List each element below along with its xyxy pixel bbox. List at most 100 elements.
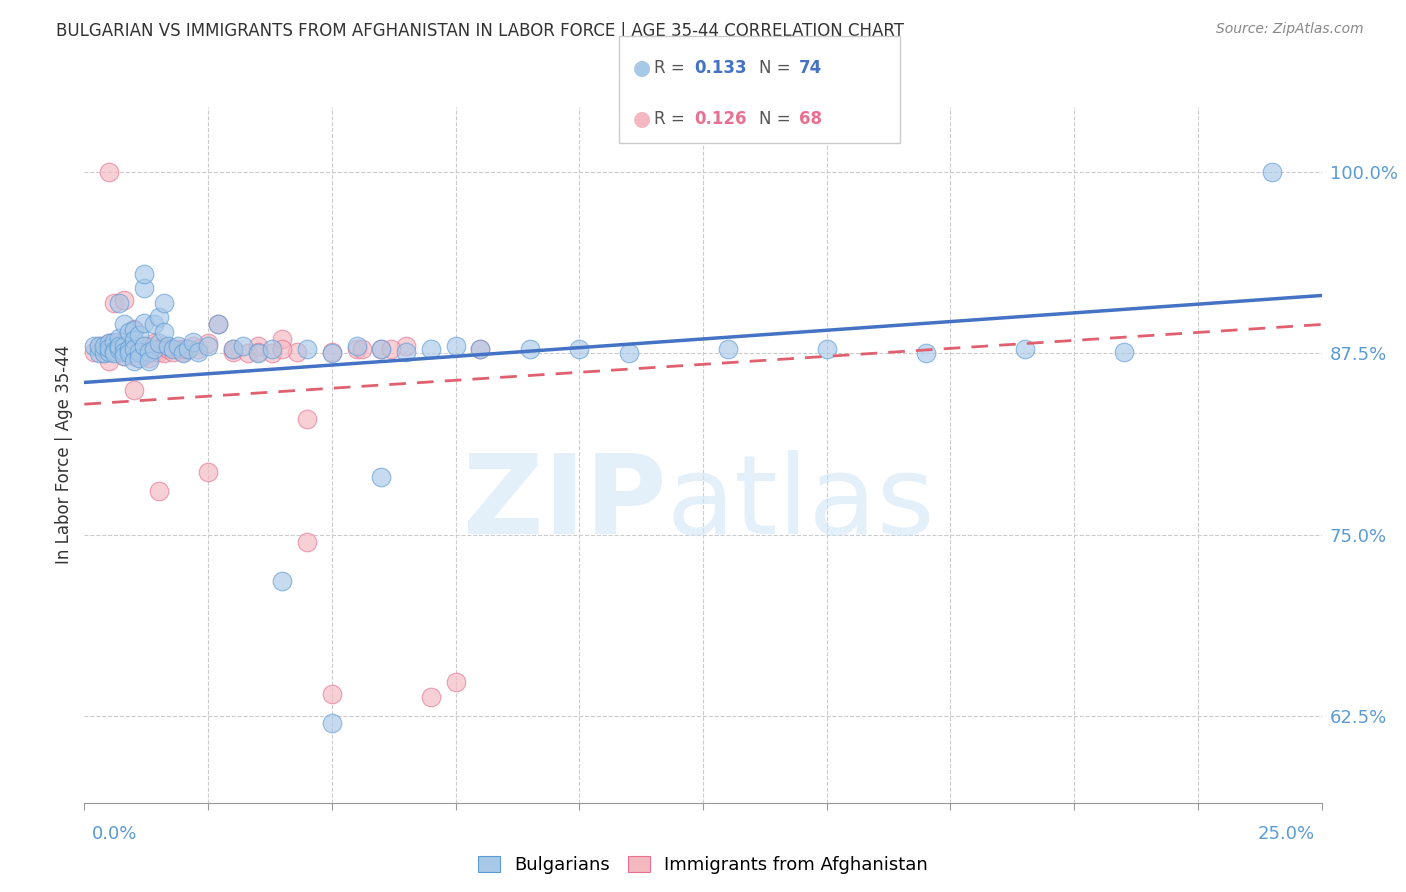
Point <box>395 339 418 353</box>
Legend: Bulgarians, Immigrants from Afghanistan: Bulgarians, Immigrants from Afghanistan <box>478 855 928 874</box>
Point <box>346 342 368 356</box>
Point <box>93 346 115 360</box>
Point <box>122 353 145 368</box>
Point <box>197 465 219 479</box>
Point <box>321 687 343 701</box>
Point <box>98 165 121 179</box>
Text: 25.0%: 25.0% <box>1257 825 1315 843</box>
Point <box>717 342 740 356</box>
Text: ZIP: ZIP <box>463 450 666 558</box>
Point <box>444 339 467 353</box>
Point <box>118 346 141 360</box>
Point <box>162 342 184 356</box>
Text: 74: 74 <box>799 59 823 77</box>
Point <box>246 346 269 360</box>
Point <box>132 339 155 353</box>
Point <box>89 339 111 353</box>
Point <box>152 339 174 353</box>
Point <box>568 342 591 356</box>
Point <box>167 342 190 356</box>
Point <box>152 295 174 310</box>
Text: 0.133: 0.133 <box>695 59 747 77</box>
Point <box>132 348 155 362</box>
Text: ●: ● <box>633 109 651 129</box>
Point <box>98 336 121 351</box>
Point <box>93 342 115 356</box>
Point <box>187 342 209 356</box>
Point <box>128 327 150 342</box>
Point <box>262 342 284 356</box>
Point <box>1261 165 1284 179</box>
Point <box>138 351 160 365</box>
Point <box>138 345 160 359</box>
Point <box>295 534 318 549</box>
Point <box>395 345 418 359</box>
Point <box>321 346 343 360</box>
Point <box>122 322 145 336</box>
Point <box>157 339 180 353</box>
Point <box>122 334 145 348</box>
Point <box>177 342 200 356</box>
Text: ●: ● <box>633 58 651 78</box>
Point <box>207 318 229 332</box>
Point <box>419 342 441 356</box>
Point <box>118 346 141 360</box>
Point <box>350 342 373 356</box>
Point <box>285 345 308 359</box>
Point <box>103 343 125 358</box>
Point <box>444 675 467 690</box>
Point <box>93 339 115 353</box>
Point <box>177 342 200 356</box>
Point <box>370 342 392 356</box>
Point <box>148 342 170 356</box>
Point <box>172 346 194 360</box>
Point <box>98 345 121 359</box>
Point <box>295 342 318 356</box>
Point <box>181 339 204 353</box>
Point <box>103 346 125 360</box>
Y-axis label: In Labor Force | Age 35-44: In Labor Force | Age 35-44 <box>55 345 73 565</box>
Point <box>122 350 145 364</box>
Point <box>380 342 402 356</box>
Point <box>108 295 131 310</box>
Point <box>271 574 294 588</box>
Point <box>98 353 121 368</box>
Text: R =: R = <box>654 111 690 128</box>
Point <box>128 351 150 365</box>
Point <box>132 339 155 353</box>
Point <box>172 342 194 356</box>
Point <box>142 345 165 359</box>
Point <box>197 336 219 351</box>
Point <box>112 343 135 358</box>
Point <box>108 339 131 353</box>
Point <box>103 295 125 310</box>
Point <box>112 318 135 332</box>
Text: N =: N = <box>759 59 796 77</box>
Point <box>222 342 245 356</box>
Text: 68: 68 <box>799 111 821 128</box>
Point <box>108 346 131 360</box>
Point <box>370 469 392 483</box>
Point <box>83 345 105 359</box>
Point <box>98 341 121 355</box>
Point <box>148 310 170 325</box>
Text: N =: N = <box>759 111 796 128</box>
Point <box>914 346 936 360</box>
Point <box>157 342 180 356</box>
Point <box>172 345 194 359</box>
Point <box>98 345 121 359</box>
Text: 0.126: 0.126 <box>695 111 747 128</box>
Point <box>246 345 269 359</box>
Text: 0.0%: 0.0% <box>91 825 136 843</box>
Point <box>128 345 150 359</box>
Point <box>108 342 131 356</box>
Point <box>108 334 131 349</box>
Point <box>207 318 229 332</box>
Point <box>112 345 135 359</box>
Point <box>122 342 145 356</box>
Text: atlas: atlas <box>666 450 935 558</box>
Point <box>262 346 284 360</box>
Point <box>138 339 160 353</box>
Point <box>370 342 392 356</box>
Point <box>181 334 204 349</box>
